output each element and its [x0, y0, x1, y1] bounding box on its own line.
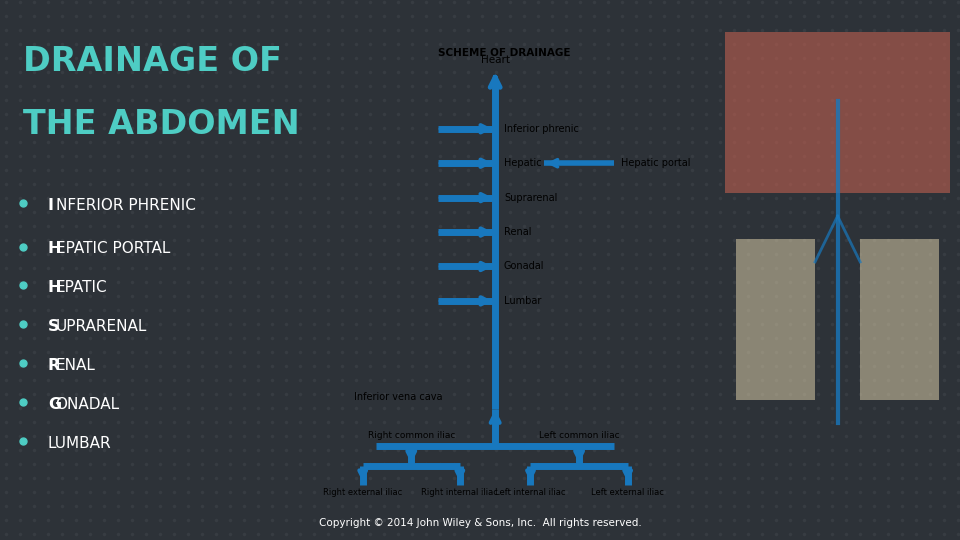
Text: Right external iliac: Right external iliac — [324, 488, 402, 497]
Text: S: S — [48, 319, 60, 334]
Text: Suprarenal: Suprarenal — [504, 193, 558, 202]
Text: LUMBAR: LUMBAR — [48, 436, 111, 451]
Text: H: H — [48, 280, 61, 295]
Text: UPRARENAL: UPRARENAL — [56, 319, 147, 334]
Text: Left internal iliac: Left internal iliac — [495, 488, 565, 497]
Bar — [725, 32, 950, 193]
Text: Heart: Heart — [481, 55, 510, 65]
Text: Right internal iliac: Right internal iliac — [421, 488, 498, 497]
Text: EPATIC PORTAL: EPATIC PORTAL — [56, 241, 170, 256]
Text: Hepatic portal: Hepatic portal — [621, 158, 690, 168]
Text: ENAL: ENAL — [56, 358, 95, 373]
Bar — [860, 239, 939, 400]
Bar — [736, 239, 815, 400]
Text: ONADAL: ONADAL — [56, 397, 120, 412]
Text: Left common iliac: Left common iliac — [539, 431, 619, 440]
Text: H: H — [48, 241, 61, 256]
Text: DRAINAGE OF: DRAINAGE OF — [23, 45, 282, 78]
Text: Left external iliac: Left external iliac — [591, 488, 664, 497]
Text: Inferior vena cava: Inferior vena cava — [354, 392, 443, 402]
Text: Gonadal: Gonadal — [504, 261, 544, 272]
Text: Copyright © 2014 John Wiley & Sons, Inc.  All rights reserved.: Copyright © 2014 John Wiley & Sons, Inc.… — [319, 518, 641, 528]
Text: SCHEME OF DRAINAGE: SCHEME OF DRAINAGE — [438, 49, 570, 58]
Text: Lumbar: Lumbar — [504, 296, 541, 306]
Text: G: G — [48, 397, 61, 412]
Text: I: I — [48, 198, 54, 213]
Text: R: R — [48, 358, 60, 373]
Text: EPATIC: EPATIC — [56, 280, 108, 295]
Text: THE ABDOMEN: THE ABDOMEN — [23, 108, 300, 141]
Text: NFERIOR PHRENIC: NFERIOR PHRENIC — [56, 198, 196, 213]
Text: Hepatic: Hepatic — [504, 158, 541, 168]
Text: Renal: Renal — [504, 227, 532, 237]
Text: Right common iliac: Right common iliac — [368, 431, 455, 440]
Text: Inferior phrenic: Inferior phrenic — [504, 124, 579, 134]
